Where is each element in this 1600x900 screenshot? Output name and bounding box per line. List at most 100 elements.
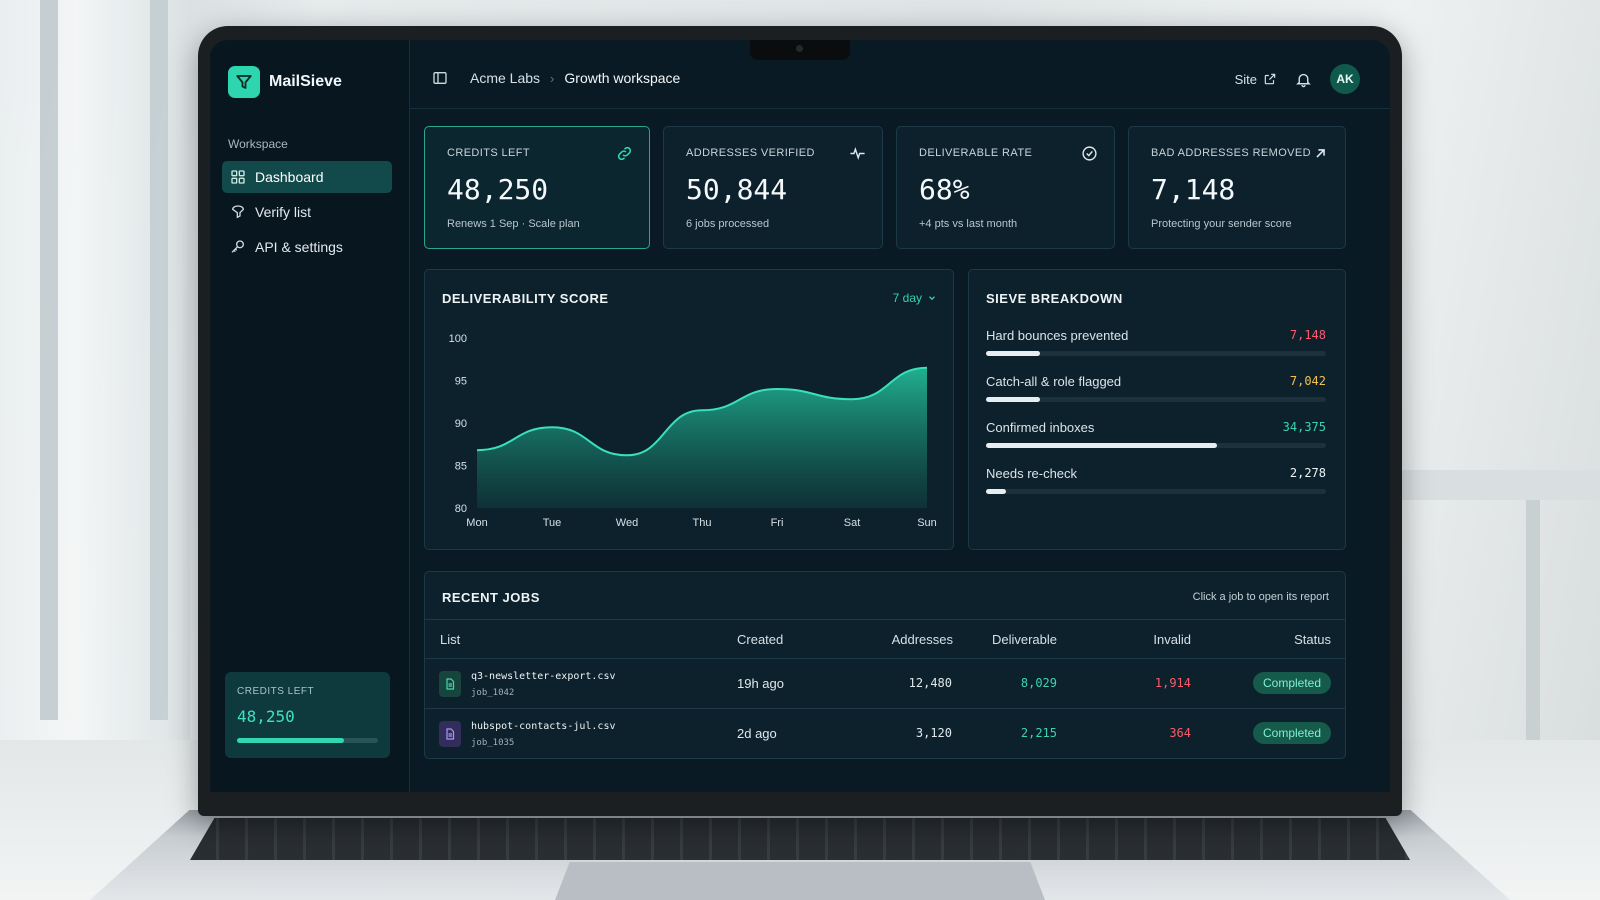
pulse-icon [850,147,865,160]
job-id: job_1042 [471,688,515,698]
stat-label: CREDITS LEFT [447,147,531,159]
score-area [477,367,927,508]
laptop-trackpad [555,862,1045,900]
table-row[interactable]: hubspot-contacts-jul.csv job_1035 2d ago… [425,708,1345,758]
sidebar-toggle-icon[interactable] [432,70,448,86]
arrow-up-right-icon [1316,149,1325,158]
breakdown-value: 2,278 [1289,466,1326,480]
panel-title: SIEVE BREAKDOWN [986,291,1123,306]
job-deliverable: 8,029 [1020,676,1057,690]
breakdown-bar-track [986,489,1326,494]
sidebar-credits-label: CREDITS LEFT [237,686,315,697]
sidebar-item-api-settings[interactable]: API & settings [222,231,392,263]
breakdown-bar-fill [986,351,1041,356]
stat-subtext: Renews 1 Sep · Scale plan [447,218,580,230]
stat-subtext: +4 pts vs last month [919,218,1018,230]
job-deliverable: 2,215 [1020,726,1057,740]
sidebar-item-label: API & settings [255,239,343,255]
camera-icon [796,45,803,52]
breakdown-label: Hard bounces prevented [986,328,1129,343]
window-frame [40,0,58,720]
breakdown-value: 7,042 [1289,374,1326,388]
x-tick-label: Tue [543,517,562,529]
stat-card-bad-addresses: BAD ADDRESSES REMOVED 7,148 Protecting y… [1128,126,1346,249]
brand[interactable]: MailSieve [228,66,342,98]
column-header-deliverable[interactable]: Deliverable [991,632,1057,647]
bell-icon[interactable] [1295,71,1312,88]
y-tick-label: 85 [455,461,467,473]
stat-value: 48,250 [447,173,549,206]
stat-subtext: Protecting your sender score [1151,218,1292,230]
x-tick-label: Thu [693,517,712,529]
link-icon [617,146,632,161]
stat-value: 68% [919,173,970,206]
site-link-label: Site [1234,71,1257,87]
file-icon [439,671,461,697]
x-tick-label: Sun [917,517,937,529]
breakdown-row-hard-bounces: Hard bounces prevented 7,148 [986,328,1326,356]
sieve-breakdown-panel: SIEVE BREAKDOWN Hard bounces prevented 7… [968,269,1346,550]
job-addresses: 3,120 [915,726,952,740]
breakdown-bar-track [986,397,1326,402]
job-file-name: q3-newsletter-export.csv [471,671,616,682]
grid-icon [231,170,245,184]
job-invalid: 364 [1169,726,1191,740]
breakdown-bar-fill [986,397,1041,402]
breakdown-bar-fill [986,443,1218,448]
recent-jobs-header: RECENT JOBS Click a job to open its repo… [425,572,1345,620]
sidebar-item-label: Dashboard [255,169,324,185]
stat-value: 50,844 [686,173,788,206]
column-header-addresses[interactable]: Addresses [891,632,953,647]
stat-card-addresses-verified: ADDRESSES VERIFIED 50,844 6 jobs process… [663,126,883,249]
stat-label: BAD ADDRESSES REMOVED [1151,147,1311,159]
x-tick-label: Wed [616,517,638,529]
table-row[interactable]: q3-newsletter-export.csv job_1042 19h ag… [425,658,1345,708]
job-created: 19h ago [737,676,784,691]
x-tick-label: Sat [844,517,861,529]
y-tick-label: 100 [449,333,467,345]
avatar[interactable]: AK [1330,64,1360,94]
job-addresses: 12,480 [908,676,952,690]
sidebar-item-label: Verify list [255,204,312,220]
column-header-list[interactable]: List [440,632,461,647]
x-tick-label: Mon [466,517,487,529]
stat-label: ADDRESSES VERIFIED [686,147,815,159]
credits-progress-track [237,738,378,743]
status-badge: Completed [1253,722,1331,744]
y-tick-label: 80 [455,503,467,515]
breakdown-row-catch-all: Catch-all & role flagged 7,042 [986,374,1326,402]
column-header-created[interactable]: Created [737,632,784,647]
sidebar-credits-value: 48,250 [237,707,295,726]
column-header-invalid[interactable]: Invalid [1153,632,1191,647]
sidebar-item-verify-list[interactable]: Verify list [222,196,392,228]
job-id: job_1035 [471,738,515,748]
site-link[interactable]: Site [1235,72,1277,87]
camera-notch [750,40,850,60]
sidebar-item-dashboard[interactable]: Dashboard [222,161,392,193]
panel-title: DELIVERABILITY SCORE [442,291,609,306]
status-badge: Completed [1253,672,1331,694]
topbar-actions: Site AK [1235,64,1360,94]
breakdown-bar-track [986,443,1326,448]
stat-value: 7,148 [1151,173,1236,206]
range-dropdown[interactable]: 7 day [893,291,937,305]
stat-card-credits: CREDITS LEFT 48,250 Renews 1 Sep · Scale… [424,126,650,249]
chevron-down-icon [929,296,935,301]
brand-name: MailSieve [269,73,342,90]
stat-subtext: 6 jobs processed [686,218,770,230]
breadcrumb-workspace[interactable]: Growth workspace [564,70,681,86]
breakdown-label: Confirmed inboxes [986,420,1095,435]
breadcrumb-org[interactable]: Acme Labs [470,70,541,86]
breakdown-label: Needs re-check [986,466,1078,481]
breakdown-bar-fill [986,489,1007,494]
credits-progress-fill [237,738,345,743]
sidebar-nav: Dashboard Verify list API & settings [222,161,392,266]
sidebar-section-label: Workspace [228,137,288,151]
file-icon [439,721,461,747]
job-created: 2d ago [737,726,777,741]
key-icon [231,240,244,253]
chevron-right-icon: › [550,70,555,86]
check-circle-icon [1082,146,1097,161]
job-invalid: 1,914 [1154,676,1191,690]
column-header-status[interactable]: Status [1294,632,1331,647]
